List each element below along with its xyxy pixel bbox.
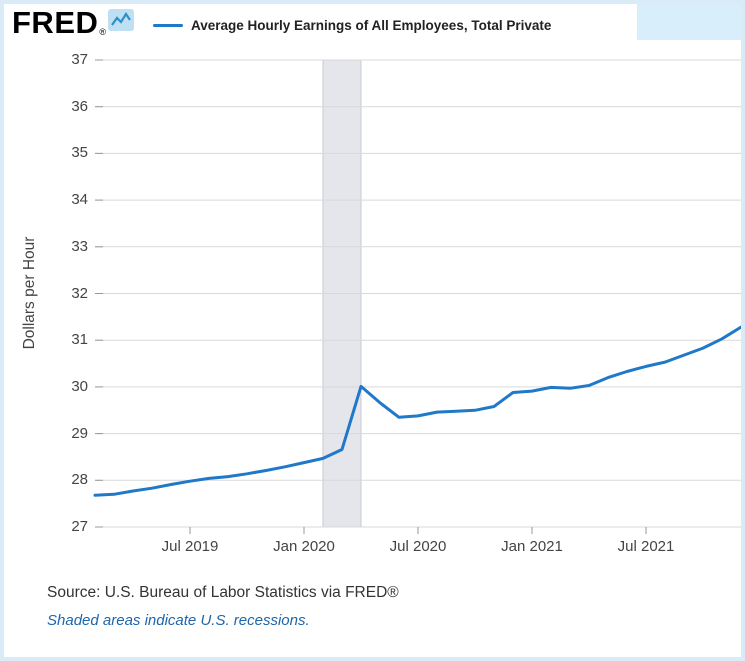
x-tick-label: Jan 2020 — [273, 538, 335, 555]
source-text: Source: U.S. Bureau of Labor Statistics … — [47, 584, 399, 601]
header: FRED ® Average Hourly Earnings of All Emp… — [0, 0, 745, 52]
recession-note-link[interactable]: Shaded areas indicate U.S. recessions. — [47, 612, 310, 629]
y-tick-label: 28 — [71, 471, 88, 489]
y-tick-label: 37 — [71, 51, 88, 68]
x-tick-label: Jul 2021 — [617, 538, 675, 555]
y-tick-label: 36 — [71, 97, 88, 115]
legend-line-sample — [153, 24, 183, 27]
series-line — [93, 325, 743, 497]
legend-series-label: Average Hourly Earnings of All Employees… — [191, 18, 552, 33]
x-tick-label: Jul 2019 — [161, 538, 219, 555]
fred-logo[interactable]: FRED ® — [12, 5, 135, 40]
y-tick-label: 33 — [71, 237, 88, 255]
y-axis: 27 28 29 30 31 32 33 34 35 36 37 — [48, 0, 88, 575]
y-axis-title: Dollars per Hour — [21, 236, 38, 350]
legend: Average Hourly Earnings of All Employees… — [153, 18, 551, 33]
y-tick-label: 29 — [71, 424, 88, 442]
x-tick-label: Jan 2021 — [501, 538, 563, 555]
y-tick-label: 35 — [71, 144, 88, 162]
y-tick-label: 31 — [71, 331, 88, 349]
page-background-corner — [637, 0, 745, 40]
x-tick-label: Jul 2020 — [389, 538, 447, 555]
y-tick-label: 32 — [71, 284, 88, 302]
fred-logo-chart-icon — [108, 9, 135, 31]
registered-mark: ® — [99, 27, 107, 37]
y-tick-label: 30 — [71, 377, 88, 395]
fred-logo-text: FRED — [12, 5, 99, 40]
y-tick-label: 34 — [71, 191, 88, 209]
y-tick-label: 27 — [71, 518, 88, 535]
x-axis: Jul 2019 Jan 2020 Jul 2020 Jan 2021 Jul 2021 — [0, 538, 745, 560]
line-chart[interactable] — [0, 0, 745, 575]
